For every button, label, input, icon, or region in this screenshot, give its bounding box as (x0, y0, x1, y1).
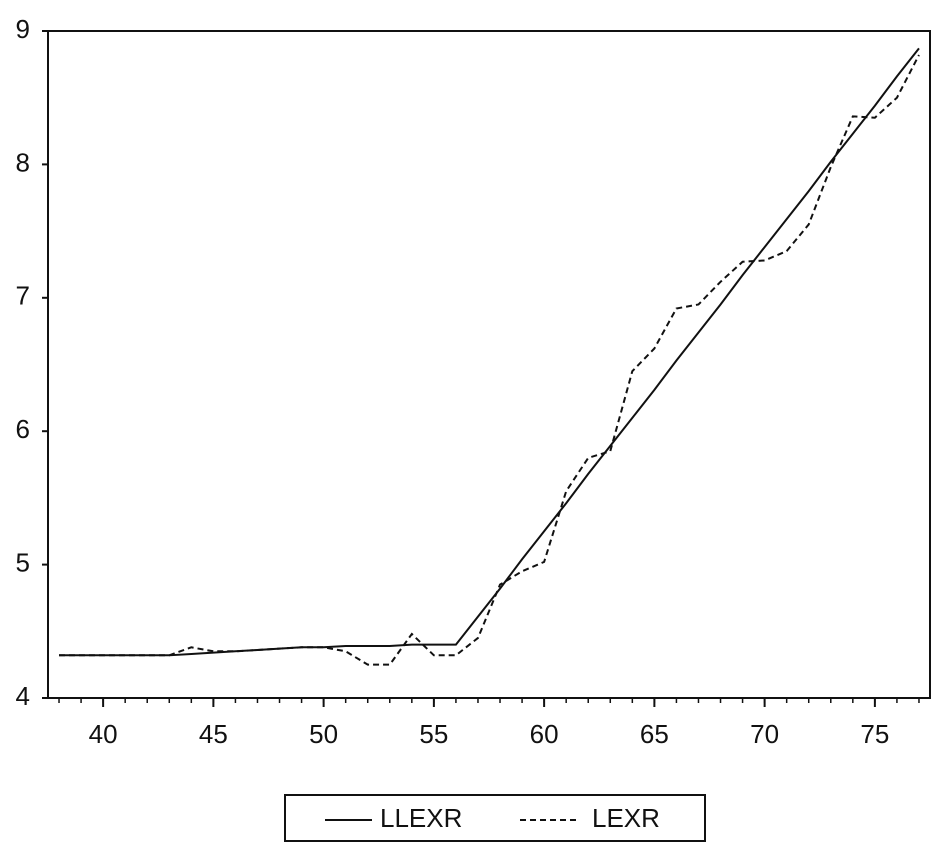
y-tick-label: 6 (16, 414, 30, 444)
y-tick-label: 9 (16, 14, 30, 44)
x-tick-label: 75 (860, 719, 889, 749)
series-line (59, 47, 920, 657)
x-tick-label: 60 (530, 719, 559, 749)
legend-box (284, 794, 706, 842)
x-tick-label: 70 (750, 719, 779, 749)
x-tick-label: 50 (309, 719, 338, 749)
y-tick-label: 8 (16, 147, 30, 177)
plot-frame (47, 30, 931, 699)
y-tick-label: 4 (16, 681, 30, 711)
x-tick-label: 45 (199, 719, 228, 749)
legend-label: LLEXR (380, 803, 462, 833)
legend: LLEXR LEXR (284, 794, 706, 842)
series-line (59, 54, 920, 666)
x-tick-label: 65 (640, 719, 669, 749)
y-tick-label: 5 (16, 547, 30, 577)
x-tick-label: 55 (419, 719, 448, 749)
x-tick-label: 40 (89, 719, 118, 749)
y-tick-label: 7 (16, 281, 30, 311)
legend-label: LEXR (592, 803, 660, 833)
